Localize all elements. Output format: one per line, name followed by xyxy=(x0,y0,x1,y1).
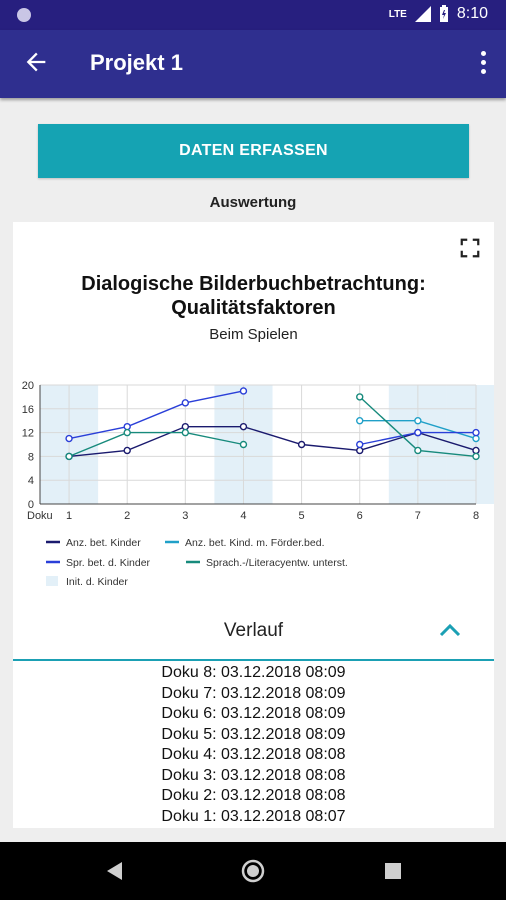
data-point xyxy=(65,434,73,443)
notification-dot-icon xyxy=(17,8,31,22)
history-label: Verlauf xyxy=(223,620,284,641)
y-tick-label: 12 xyxy=(22,428,34,440)
y-tick-label: 4 xyxy=(28,475,34,487)
fullscreen-icon[interactable] xyxy=(459,237,481,259)
section-title: Auswertung xyxy=(209,194,297,211)
data-point xyxy=(181,399,190,407)
app-bar: Projekt 1 xyxy=(0,30,506,98)
data-point xyxy=(472,446,480,455)
data-point xyxy=(356,440,364,449)
legend-swatch xyxy=(46,576,58,586)
history-entry: Doku 8: 03.12.2018 08:09 xyxy=(161,664,346,681)
history-entry: Doku 7: 03.12.2018 08:09 xyxy=(161,684,346,702)
chart-title: Dialogische Bilderbuchbetrachtung: Qualit… xyxy=(81,273,426,319)
x-axis-label: Doku xyxy=(27,510,53,522)
clock: 8:10 xyxy=(456,5,488,22)
data-point xyxy=(472,452,480,461)
data-point xyxy=(123,422,131,431)
legend-label: Init. d. Kinder xyxy=(66,576,128,588)
data-point xyxy=(414,428,422,437)
data-point xyxy=(65,452,73,461)
status-icons: LTE 8:10 xyxy=(389,5,488,23)
history-entry: Doku 6: 03.12.2018 08:09 xyxy=(161,705,346,722)
data-point xyxy=(181,422,190,431)
legend-label: Anz. bet. Kind. m. Förder.bed. xyxy=(185,537,325,549)
data-point xyxy=(356,393,364,401)
history-entry: Doku 4: 03.12.2018 08:08 xyxy=(161,746,346,763)
data-point xyxy=(356,417,364,425)
data-point xyxy=(297,440,306,449)
x-tick-label: 3 xyxy=(182,510,188,522)
history-toggle[interactable]: Verlauf xyxy=(13,607,494,661)
chart-card: Dialogische Bilderbuchbetrachtung: Qualit… xyxy=(13,222,494,828)
data-point xyxy=(239,387,248,395)
capture-data-button[interactable]: DATEN ERFASSEN xyxy=(38,124,469,178)
x-tick-label: 1 xyxy=(66,510,72,522)
x-tick-label: 4 xyxy=(240,510,246,522)
data-point xyxy=(239,422,248,431)
legend-label: Spr. bet. d. Kinder xyxy=(66,557,151,569)
chart-subtitle: Beim Spielen xyxy=(209,326,298,343)
back-triangle-icon[interactable] xyxy=(84,842,144,900)
series-line xyxy=(68,431,244,458)
y-tick-label: 8 xyxy=(28,451,34,463)
home-circle-icon[interactable] xyxy=(223,842,283,900)
recents-square-icon[interactable] xyxy=(363,842,423,900)
history-entry: Doku 2: 03.12.2018 08:08 xyxy=(161,787,346,804)
data-point xyxy=(123,446,131,455)
data-point xyxy=(239,440,248,449)
more-vertical-icon[interactable] xyxy=(478,51,488,77)
data-point xyxy=(356,446,364,455)
series-line xyxy=(68,390,244,440)
data-point xyxy=(472,428,480,437)
y-tick-label: 0 xyxy=(28,499,34,511)
page-title: Projekt 1 xyxy=(90,50,183,75)
data-point xyxy=(472,434,480,443)
series-line xyxy=(68,425,477,458)
data-point xyxy=(123,428,131,437)
history-entry: Doku 5: 03.12.2018 08:09 xyxy=(161,725,346,743)
history-list: Doku 8: 03.12.2018 08:09 Doku 7: 03.12.20… xyxy=(13,663,494,827)
x-tick-label: 7 xyxy=(415,510,421,522)
signal-icon xyxy=(414,6,431,22)
system-nav-bar xyxy=(0,842,506,900)
chevron-up-icon[interactable] xyxy=(439,623,461,637)
history-entry: Doku 1: 03.12.2018 08:07 xyxy=(161,807,346,825)
legend-label: Anz. bet. Kinder xyxy=(66,537,141,549)
x-tick-label: 6 xyxy=(357,510,363,522)
shaded-band xyxy=(446,385,494,504)
status-bar: LTE 8:10 xyxy=(0,0,506,30)
network-type: LTE xyxy=(388,8,407,20)
data-point xyxy=(181,428,190,437)
x-tick-label: 2 xyxy=(124,510,130,522)
arrow-left-icon[interactable] xyxy=(22,48,50,76)
x-tick-label: 5 xyxy=(299,510,305,522)
data-point xyxy=(414,417,422,425)
legend-label: Sprach.-/Literacyentw. unterst. xyxy=(206,557,348,569)
y-tick-label: 20 xyxy=(22,380,34,392)
y-tick-label: 16 xyxy=(22,404,34,416)
x-tick-label: 8 xyxy=(473,510,479,522)
battery-icon xyxy=(439,5,448,22)
history-entry: Doku 3: 03.12.2018 08:08 xyxy=(161,766,346,784)
data-point xyxy=(414,446,422,455)
